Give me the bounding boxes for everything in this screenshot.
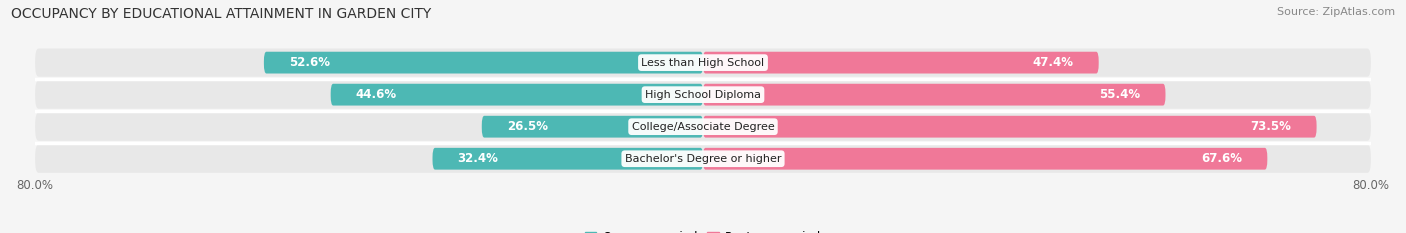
Legend: Owner-occupied, Renter-occupied: Owner-occupied, Renter-occupied [579, 226, 827, 233]
Text: 44.6%: 44.6% [356, 88, 396, 101]
Text: OCCUPANCY BY EDUCATIONAL ATTAINMENT IN GARDEN CITY: OCCUPANCY BY EDUCATIONAL ATTAINMENT IN G… [11, 7, 432, 21]
Text: 26.5%: 26.5% [506, 120, 548, 133]
Text: Less than High School: Less than High School [641, 58, 765, 68]
FancyBboxPatch shape [703, 148, 1267, 170]
FancyBboxPatch shape [482, 116, 703, 137]
FancyBboxPatch shape [35, 48, 1371, 77]
Text: 32.4%: 32.4% [457, 152, 499, 165]
Text: Bachelor's Degree or higher: Bachelor's Degree or higher [624, 154, 782, 164]
FancyBboxPatch shape [703, 84, 1166, 106]
FancyBboxPatch shape [703, 116, 1316, 137]
FancyBboxPatch shape [330, 84, 703, 106]
Text: 73.5%: 73.5% [1251, 120, 1292, 133]
Text: 67.6%: 67.6% [1201, 152, 1243, 165]
Text: High School Diploma: High School Diploma [645, 90, 761, 100]
FancyBboxPatch shape [264, 52, 703, 74]
Text: 52.6%: 52.6% [288, 56, 330, 69]
FancyBboxPatch shape [35, 145, 1371, 173]
FancyBboxPatch shape [35, 113, 1371, 141]
Text: 47.4%: 47.4% [1032, 56, 1074, 69]
FancyBboxPatch shape [703, 52, 1098, 74]
Text: 55.4%: 55.4% [1099, 88, 1140, 101]
Text: College/Associate Degree: College/Associate Degree [631, 122, 775, 132]
FancyBboxPatch shape [433, 148, 703, 170]
FancyBboxPatch shape [35, 81, 1371, 109]
Text: Source: ZipAtlas.com: Source: ZipAtlas.com [1277, 7, 1395, 17]
